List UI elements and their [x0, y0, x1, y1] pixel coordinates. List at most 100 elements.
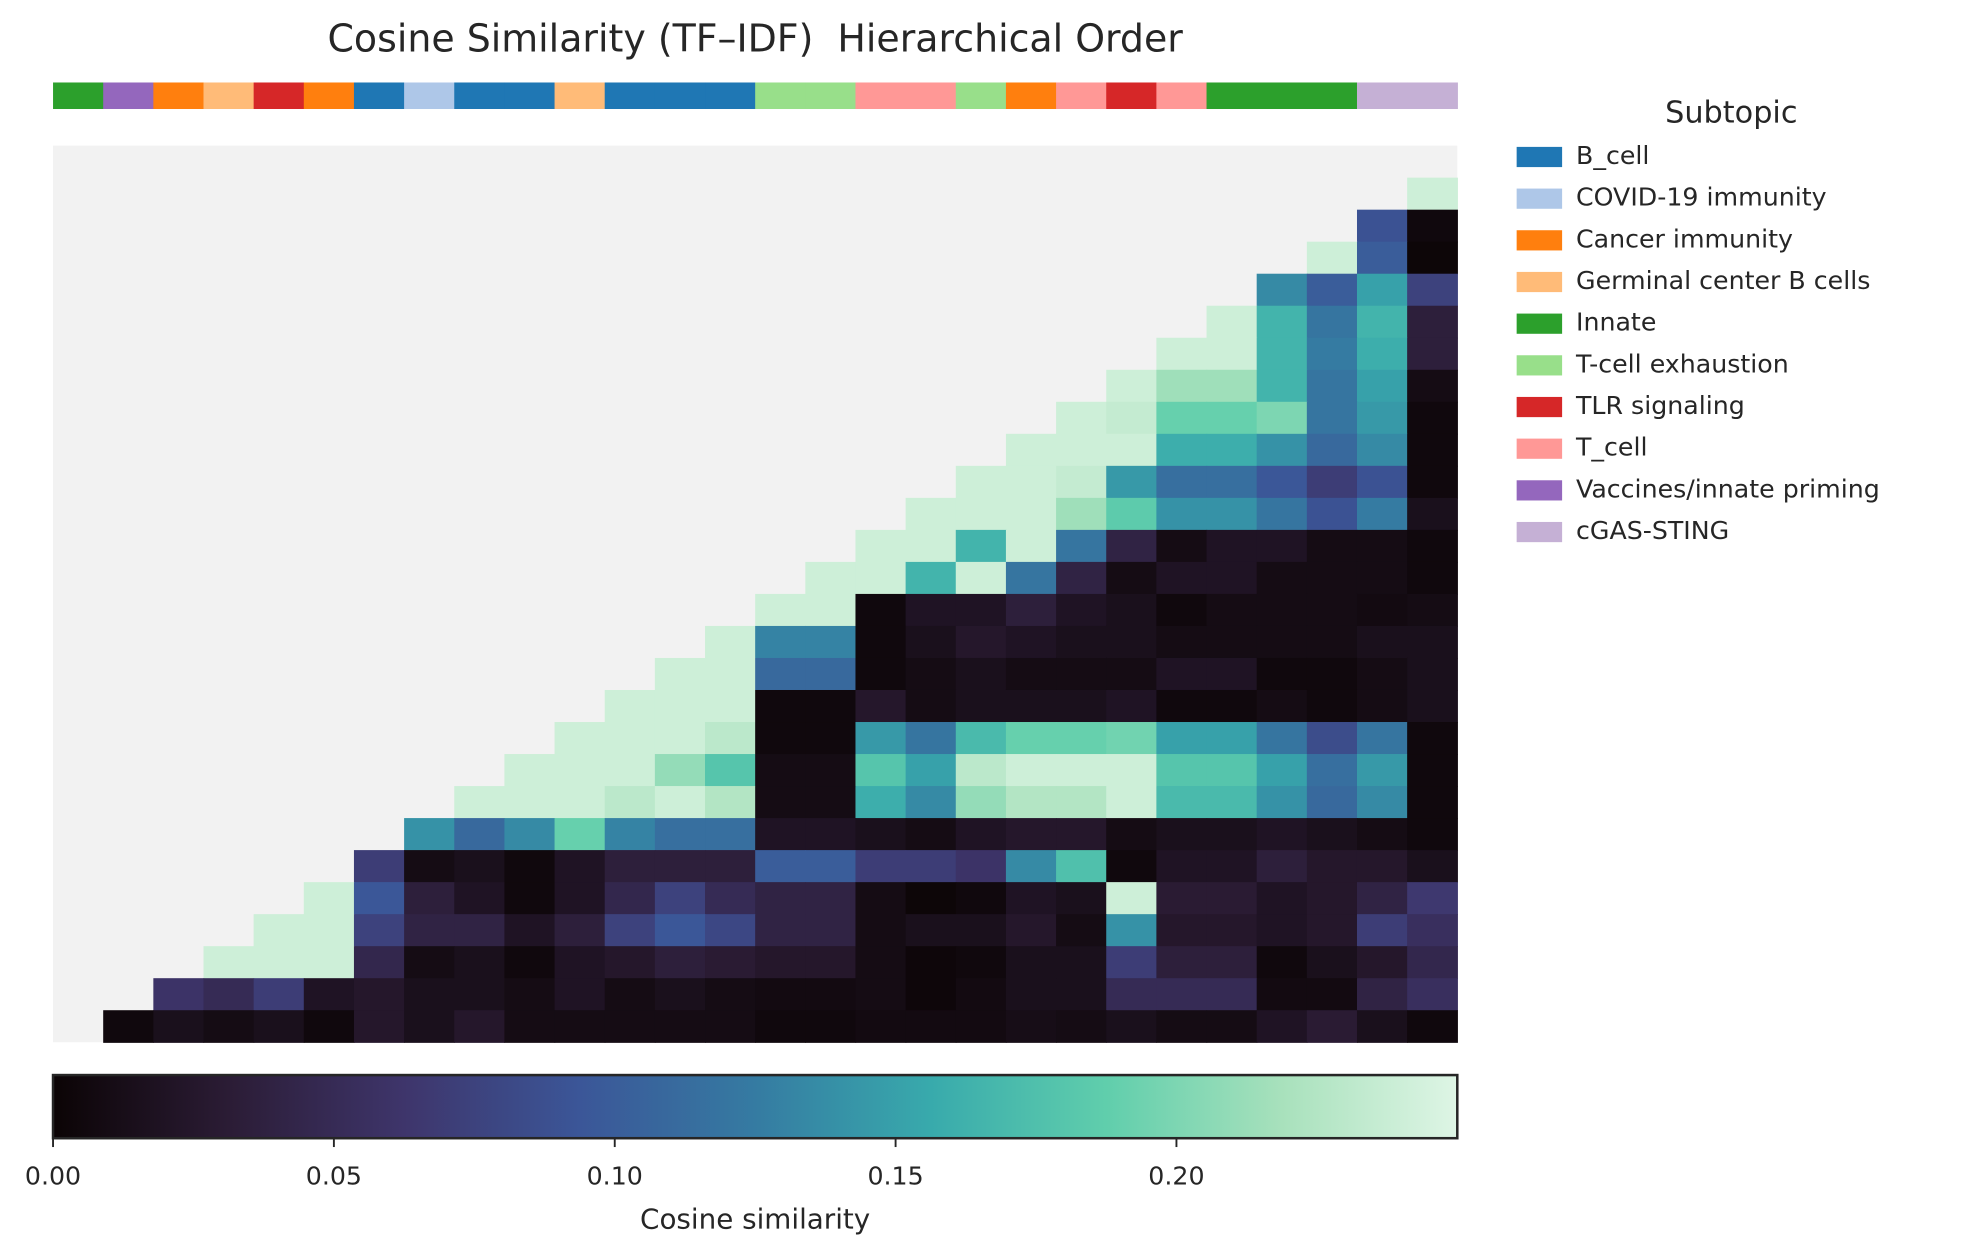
heatmap-cell: [303, 914, 355, 947]
heatmap-cell: [1056, 978, 1107, 1011]
heatmap-cell: [353, 946, 405, 979]
heatmap-cell: [1005, 529, 1057, 563]
heatmap-cell: [1407, 625, 1458, 659]
heatmap-cell: [855, 850, 907, 883]
subtopic-cell: [1306, 82, 1358, 110]
heatmap-cell: [654, 754, 706, 787]
heatmap-cell: [1256, 1010, 1308, 1043]
subtopic-cell: [303, 82, 355, 110]
heatmap-cell: [1206, 882, 1258, 915]
heatmap-cell: [654, 882, 706, 915]
heatmap-cell: [805, 850, 857, 883]
heatmap-cell: [554, 818, 606, 851]
heatmap-cell: [955, 465, 1007, 499]
heatmap-cell: [955, 657, 1007, 691]
heatmap-cell: [1206, 978, 1258, 1011]
heatmap-cell: [1407, 529, 1458, 563]
heatmap-cell: [1407, 657, 1458, 691]
subtopic-cell: [1356, 82, 1408, 110]
heatmap-cell: [1256, 978, 1308, 1011]
heatmap-cell: [705, 978, 756, 1011]
heatmap-cell: [855, 914, 907, 947]
heatmap-cell: [1407, 241, 1458, 275]
heatmap-cell: [1005, 497, 1057, 531]
heatmap-cell: [1306, 818, 1358, 851]
heatmap-cell: [604, 882, 656, 915]
heatmap-cell: [353, 850, 405, 883]
heatmap-cell: [454, 1010, 506, 1043]
heatmap-cell: [1356, 401, 1408, 435]
legend-label: Vaccines/innate priming: [1576, 474, 1880, 503]
heatmap-cell: [604, 818, 656, 851]
heatmap-cell: [1206, 1010, 1258, 1043]
heatmap-cell: [654, 978, 706, 1011]
heatmap-cell: [955, 497, 1007, 531]
heatmap-cell: [1156, 978, 1208, 1011]
heatmap-cell: [1407, 465, 1458, 499]
heatmap-cell: [1407, 177, 1458, 211]
heatmap-cell: [955, 689, 1007, 723]
subtopic-cell: [554, 82, 606, 110]
heatmap-cell: [1356, 754, 1408, 787]
heatmap-cell: [504, 1010, 556, 1043]
heatmap-cell: [1356, 786, 1408, 819]
heatmap-cell: [103, 1010, 154, 1043]
heatmap-cell: [1056, 946, 1107, 979]
heatmap-cell: [1306, 593, 1358, 627]
heatmap-cell: [1156, 882, 1208, 915]
heatmap-cell: [1407, 914, 1458, 947]
heatmap-cell: [805, 946, 857, 979]
heatmap-cell: [955, 978, 1007, 1011]
heatmap-cell: [955, 850, 1007, 883]
heatmap-cell: [1156, 561, 1208, 595]
heatmap-cell: [805, 978, 857, 1011]
heatmap-cell: [1005, 818, 1057, 851]
colorbar-label: Cosine similarity: [640, 1202, 870, 1235]
subtopic-cell: [1156, 82, 1208, 110]
heatmap-cell: [1407, 882, 1458, 915]
heatmap-cell: [504, 882, 556, 915]
heatmap-cell: [1256, 369, 1308, 403]
heatmap-cell: [805, 1010, 857, 1043]
heatmap-cell: [1056, 754, 1107, 787]
heatmap-cell: [1106, 657, 1158, 691]
heatmap-cell: [554, 946, 606, 979]
subtopic-cell: [504, 82, 556, 110]
heatmap-cell: [404, 850, 455, 883]
subtopic-cell: [253, 82, 305, 110]
legend-swatch: [1516, 480, 1563, 501]
heatmap-cell: [1156, 914, 1208, 947]
heatmap-cell: [554, 1010, 606, 1043]
heatmap-cell: [805, 882, 857, 915]
heatmap-cell: [905, 625, 957, 659]
heatmap-cell: [955, 882, 1007, 915]
heatmap-cell: [1005, 946, 1057, 979]
colorbar: [51, 1073, 1459, 1140]
heatmap-cell: [1256, 946, 1308, 979]
subtopic-cell: [353, 82, 405, 110]
heatmap-cell: [1356, 689, 1408, 723]
heatmap-cell: [1206, 818, 1258, 851]
heatmap-cell: [1056, 497, 1107, 531]
heatmap-cell: [654, 946, 706, 979]
legend-swatch: [1516, 396, 1563, 418]
heatmap-cell: [1206, 850, 1258, 883]
heatmap-cell: [454, 946, 506, 979]
heatmap-cell: [755, 593, 806, 627]
heatmap-cell: [1356, 1010, 1408, 1043]
heatmap-cell: [1005, 465, 1057, 499]
heatmap-cell: [654, 786, 706, 819]
heatmap-cell: [1256, 754, 1308, 787]
heatmap-cell: [955, 754, 1007, 787]
heatmap-cell: [454, 818, 506, 851]
heatmap-cell: [1056, 561, 1107, 595]
heatmap-cell: [604, 689, 656, 723]
heatmap-cell: [554, 722, 606, 755]
colorbar-tick-label: 0.05: [306, 1161, 362, 1190]
heatmap-cell: [855, 657, 907, 691]
heatmap-cell: [705, 754, 756, 787]
heatmap-cell: [604, 722, 656, 755]
heatmap-cell: [705, 882, 756, 915]
heatmap-cell: [1407, 305, 1458, 339]
